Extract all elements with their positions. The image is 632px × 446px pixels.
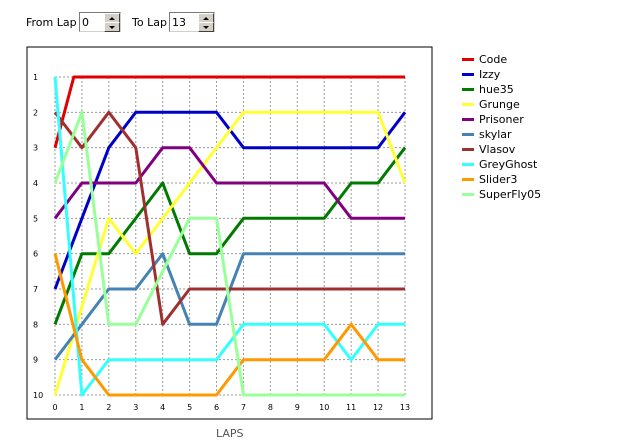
x-tick-label: 6 (214, 403, 219, 412)
y-tick-label: 3 (33, 144, 38, 153)
legend-swatch (462, 133, 474, 136)
arrow-down-icon (203, 25, 209, 29)
y-tick-label: 8 (33, 320, 38, 329)
x-axis-ticks: 0 1 2 3 4 5 6 7 8 9 10 11 12 13 (52, 403, 410, 412)
legend-label: GreyGhost (479, 158, 538, 171)
x-tick-label: 4 (160, 403, 165, 412)
to-lap-label: To Lap (132, 16, 167, 29)
arrow-down-icon (109, 25, 115, 29)
y-tick-label: 2 (33, 108, 38, 117)
chart-frame (26, 46, 433, 420)
x-tick-label: 13 (400, 403, 410, 412)
y-tick-label: 9 (33, 356, 38, 365)
x-tick-label: 5 (187, 403, 192, 412)
y-tick-label: 6 (33, 250, 38, 259)
to-lap-input[interactable] (172, 15, 194, 29)
x-tick-label: 1 (79, 403, 84, 412)
x-tick-label: 11 (346, 403, 356, 412)
legend-label: Vlasov (479, 143, 516, 156)
legend-swatch (462, 193, 474, 196)
to-lap-spinner[interactable] (169, 12, 215, 32)
from-lap-down-button[interactable] (104, 22, 120, 32)
arrow-up-icon (203, 16, 209, 20)
x-tick-label: 0 (52, 403, 57, 412)
x-tick-label: 2 (106, 403, 111, 412)
from-lap-input[interactable] (82, 15, 104, 29)
series-line-izzy (53, 110, 407, 290)
to-lap-down-button[interactable] (198, 22, 214, 32)
y-axis-ticks: 1 2 3 4 5 6 7 8 9 10 (33, 73, 43, 400)
chart-grid (54, 76, 406, 396)
legend-swatch (462, 163, 474, 166)
legend-label: hue35 (479, 83, 514, 96)
x-axis-label: LAPS (216, 427, 244, 440)
series-line-superfly05 (53, 110, 405, 397)
from-lap-label: From Lap (26, 16, 77, 29)
legend-swatch (462, 58, 474, 61)
legend-label: Slider3 (479, 173, 518, 186)
arrow-up-icon (109, 16, 115, 20)
x-tick-label: 10 (319, 403, 329, 412)
legend-swatch (462, 148, 474, 151)
y-tick-label: 10 (33, 391, 43, 400)
series-line-prisoner (53, 146, 405, 220)
legend-label: Code (479, 53, 508, 66)
legend-swatch (462, 178, 474, 181)
series-line-skylar (53, 252, 405, 361)
series-line-code (53, 75, 405, 149)
series-line-vlasov (53, 110, 405, 326)
legend-swatch (462, 118, 474, 121)
from-lap-spinner[interactable] (79, 12, 121, 32)
x-tick-label: 3 (133, 403, 138, 412)
legend-swatch (462, 88, 474, 91)
legend-label: Grunge (479, 98, 520, 111)
y-tick-label: 7 (33, 285, 38, 294)
chart-series (53, 75, 407, 397)
legend-label: Prisoner (479, 113, 524, 126)
y-tick-label: 4 (33, 179, 38, 188)
legend-label: skylar (479, 128, 512, 141)
legend-swatch (462, 103, 474, 106)
x-tick-label: 12 (373, 403, 383, 412)
legend-label: Izzy (479, 68, 501, 81)
x-tick-label: 7 (241, 403, 246, 412)
x-tick-label: 9 (295, 403, 300, 412)
y-tick-label: 1 (33, 73, 38, 82)
legend-label: SuperFly05 (479, 188, 542, 201)
series-line-slider3 (53, 253, 405, 397)
x-tick-label: 8 (268, 403, 273, 412)
legend-swatch (462, 73, 474, 76)
series-line-greyghost (53, 76, 405, 397)
y-tick-label: 5 (33, 214, 38, 223)
